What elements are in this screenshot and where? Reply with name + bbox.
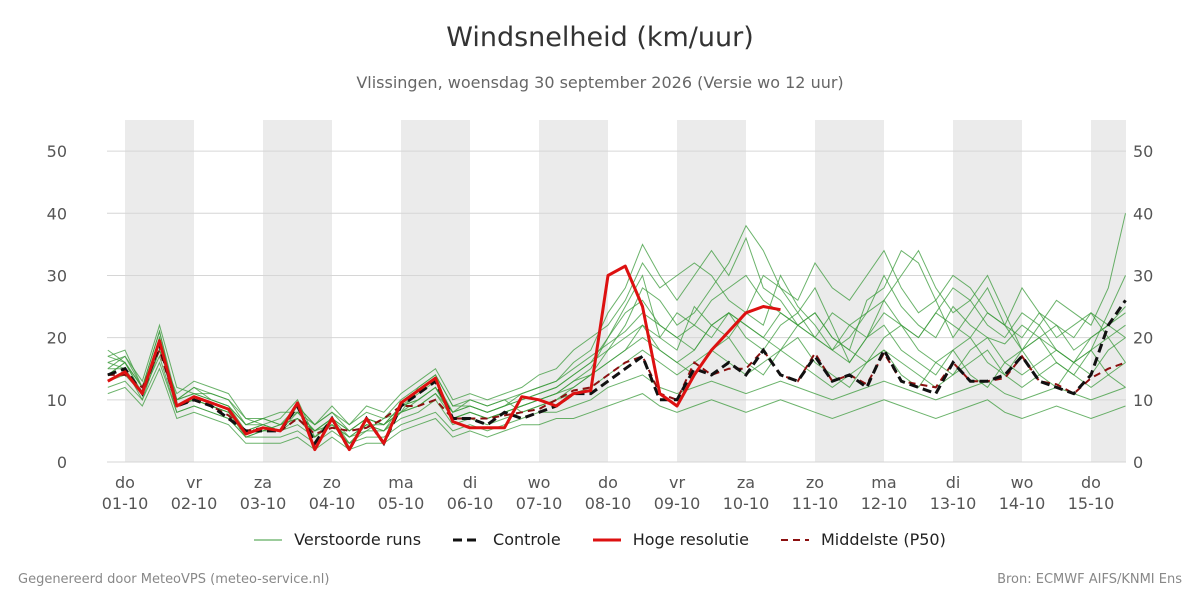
- legend-label-control: Controle: [493, 530, 561, 549]
- legend-label-median: Middelste (P50): [820, 530, 946, 549]
- footer-generated-by: Gegenereerd door MeteoVPS (meteo-service…: [18, 572, 330, 587]
- ensemble-member-line: [107, 367, 1126, 451]
- legend-item-control[interactable]: Controle: [453, 530, 561, 549]
- x-tick-date-label: 03-10: [240, 494, 287, 513]
- day-shade: [953, 120, 1022, 462]
- high-res-line: [107, 264, 781, 452]
- chart-title: Windsnelheid (km/uur): [446, 22, 754, 53]
- y-tick-label-right: 0: [1133, 453, 1143, 472]
- legend-item-high-res[interactable]: Hoge resolutie: [592, 530, 749, 549]
- legend-swatch-control: [453, 538, 482, 541]
- x-tick-date-label: 09-10: [654, 494, 701, 513]
- x-tick-day-label: wo: [528, 473, 551, 492]
- ensemble-member-line: [107, 312, 1126, 426]
- legend-label-ensemble: Verstoorde runs: [294, 530, 422, 549]
- day-shade: [263, 120, 332, 462]
- x-tick-date-label: 11-10: [792, 494, 839, 513]
- ensemble-member-line: [107, 274, 1126, 445]
- x-tick-day-label: vr: [669, 473, 685, 492]
- y-tick-label-left: 20: [47, 329, 67, 348]
- day-shade: [125, 120, 194, 462]
- axis-labels: 0 0 10 10 20 20 30 30 40 40 50 50 do 01-10 vr 02-10 za 03…: [47, 142, 1154, 513]
- day-shade: [539, 120, 608, 462]
- x-tick-day-label: vr: [186, 473, 202, 492]
- footer-source: Bron: ECMWF AIFS/KNMI Ens: [997, 572, 1182, 587]
- x-tick-day-label: di: [463, 473, 478, 492]
- day-shade: [815, 120, 884, 462]
- ensemble-member-line: [107, 236, 1126, 432]
- legend-swatch-high-res: [592, 538, 621, 541]
- grid-lines: [107, 150, 1126, 463]
- x-tick-date-label: 14-10: [999, 494, 1046, 513]
- x-tick-date-label: 05-10: [378, 494, 425, 513]
- y-tick-label-right: 40: [1133, 204, 1153, 223]
- ensemble-member-line: [107, 361, 1126, 444]
- x-tick-date-label: 06-10: [447, 494, 494, 513]
- x-tick-date-label: 13-10: [930, 494, 977, 513]
- x-tick-day-label: do: [115, 473, 135, 492]
- x-tick-date-label: 12-10: [861, 494, 908, 513]
- legend-item-ensemble[interactable]: Verstoorde runs: [254, 530, 421, 549]
- x-tick-date-label: 08-10: [585, 494, 632, 513]
- y-tick-label-right: 50: [1133, 142, 1153, 161]
- x-tick-day-label: zo: [323, 473, 341, 492]
- y-tick-label-right: 30: [1133, 266, 1153, 285]
- y-tick-label-right: 10: [1133, 391, 1153, 410]
- weekday-shading: [125, 120, 1126, 462]
- day-shade: [1091, 120, 1126, 462]
- x-tick-date-label: 15-10: [1068, 494, 1115, 513]
- chart-subtitle: Vlissingen, woensdag 30 september 2026 (…: [356, 73, 844, 92]
- x-tick-date-label: 02-10: [171, 494, 218, 513]
- y-tick-label-left: 0: [57, 453, 67, 472]
- median-line: [107, 347, 1126, 436]
- x-tick-day-label: za: [737, 473, 755, 492]
- x-tick-day-label: ma: [871, 473, 896, 492]
- x-tick-date-label: 10-10: [723, 494, 770, 513]
- x-tick-day-label: wo: [1011, 473, 1034, 492]
- x-tick-day-label: do: [1081, 473, 1101, 492]
- legend: Verstoorde runs Controle Hoge resolutie …: [0, 530, 1200, 549]
- day-shade: [677, 120, 746, 462]
- x-tick-day-label: di: [946, 473, 961, 492]
- x-tick-date-label: 07-10: [516, 494, 563, 513]
- y-tick-label-left: 50: [47, 142, 67, 161]
- x-tick-date-label: 04-10: [309, 494, 356, 513]
- x-tick-date-label: 01-10: [102, 494, 149, 513]
- legend-swatch-median: [780, 538, 809, 541]
- x-tick-day-label: ma: [388, 473, 413, 492]
- x-tick-day-label: za: [254, 473, 272, 492]
- legend-label-high-res: Hoge resolutie: [632, 530, 749, 549]
- x-tick-day-label: zo: [806, 473, 824, 492]
- main-lines: [107, 264, 1127, 453]
- legend-swatch-ensemble: [254, 539, 283, 540]
- y-tick-label-left: 40: [47, 204, 67, 223]
- y-tick-label-right: 20: [1133, 329, 1153, 348]
- control-line: [107, 299, 1127, 453]
- y-tick-label-left: 30: [47, 266, 67, 285]
- x-tick-day-label: do: [598, 473, 618, 492]
- day-shade: [401, 120, 470, 462]
- y-tick-label-left: 10: [47, 391, 67, 410]
- legend-item-median[interactable]: Middelste (P50): [780, 530, 946, 549]
